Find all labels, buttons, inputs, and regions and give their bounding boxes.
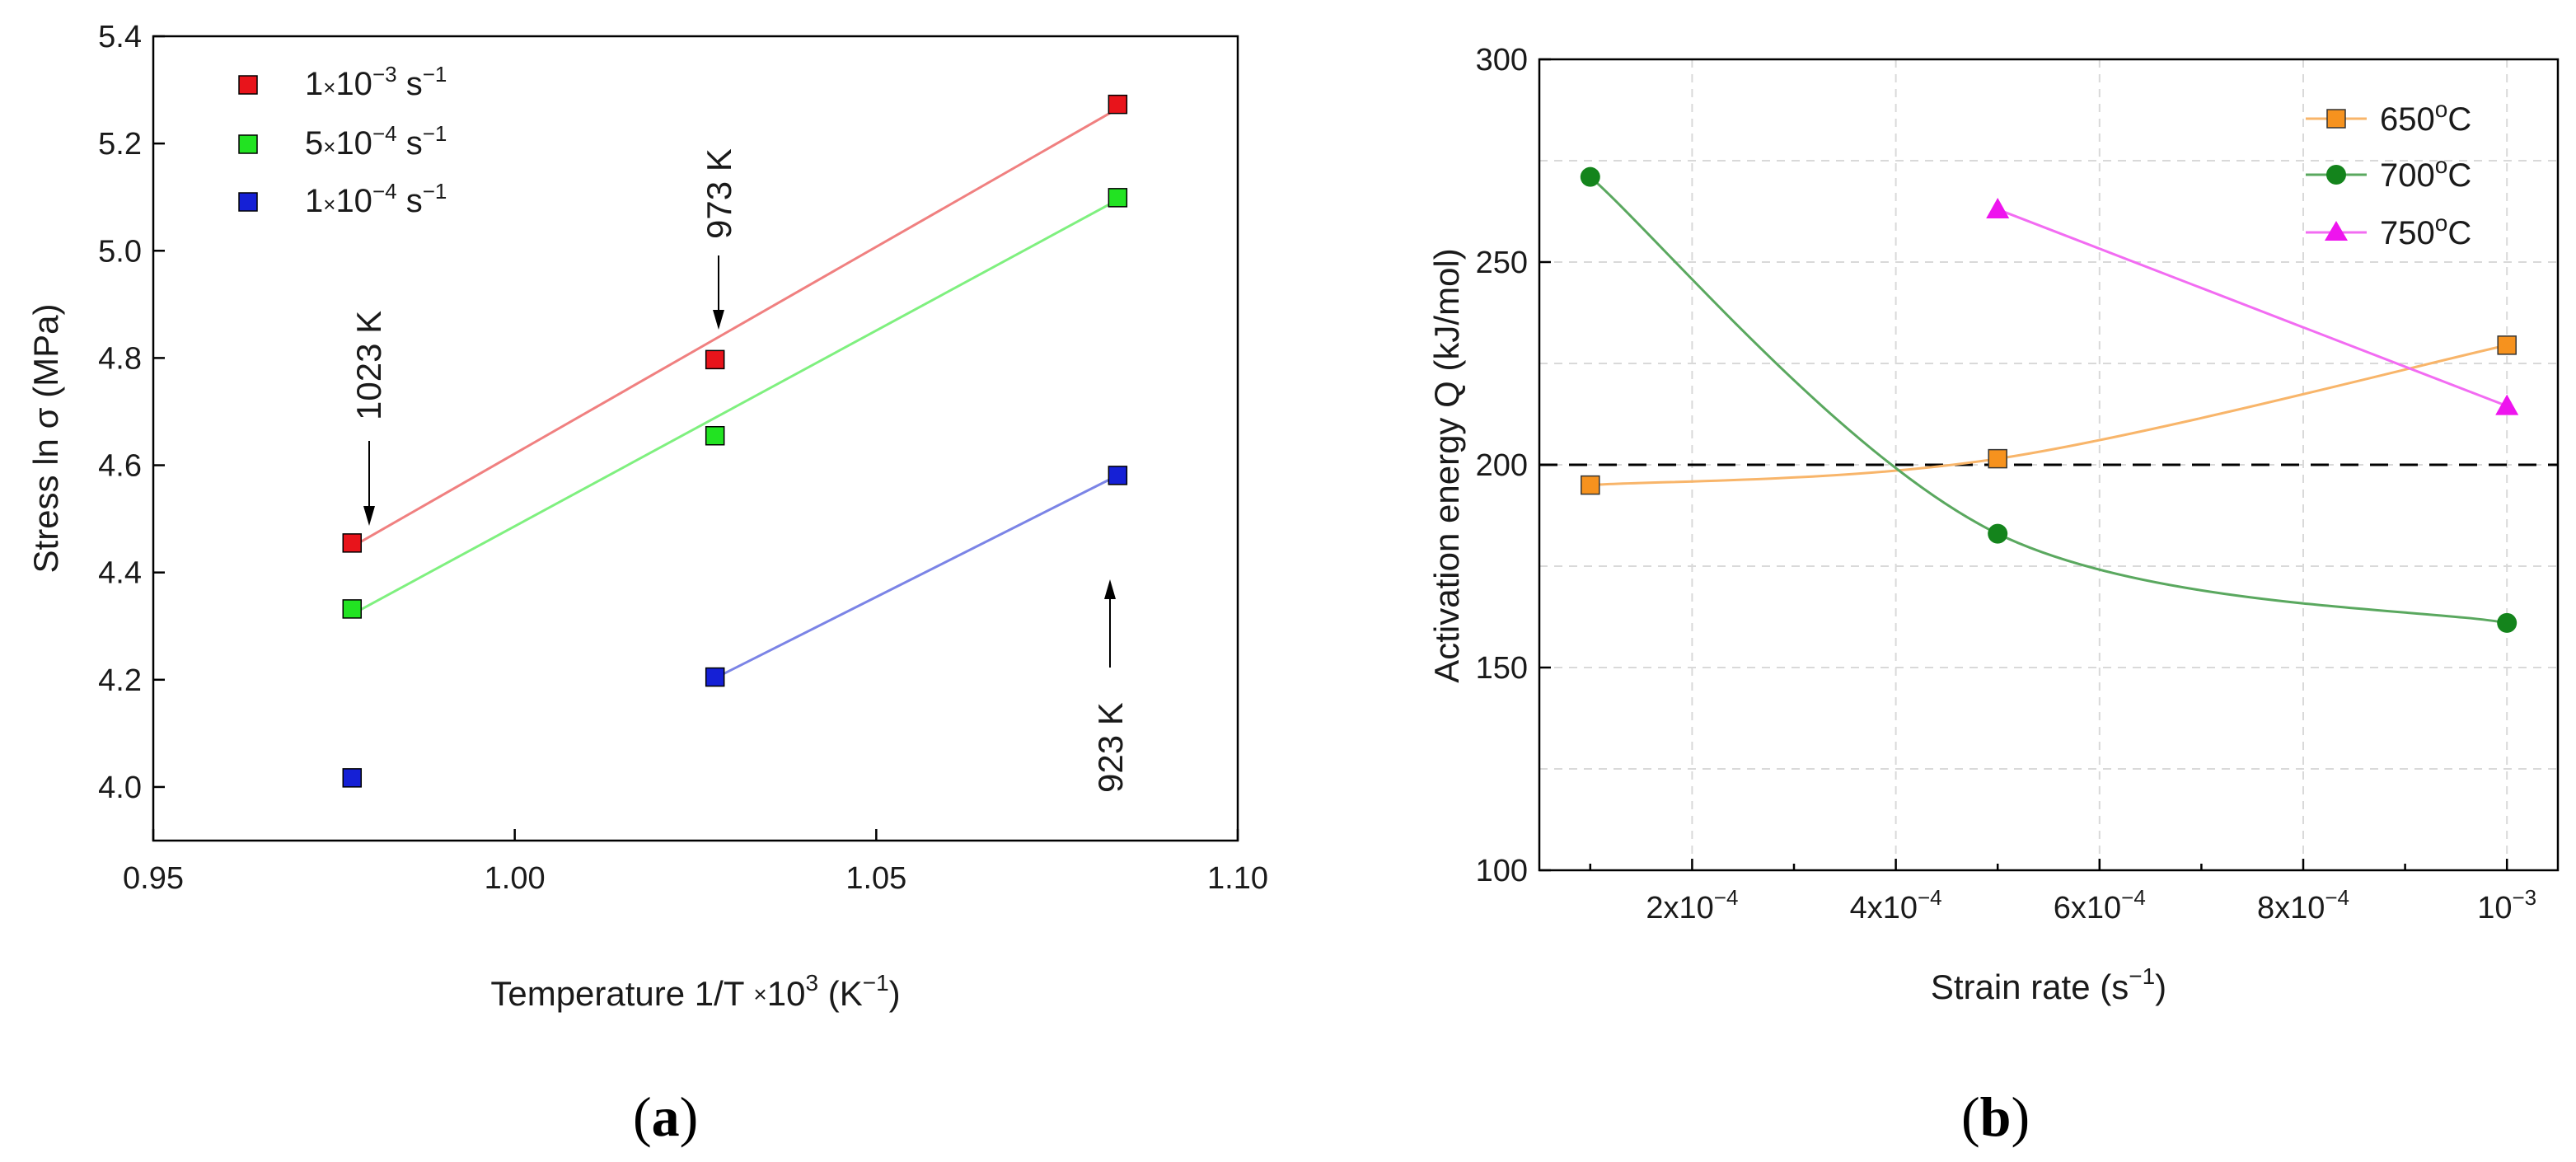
arrow-head-923K <box>1104 579 1116 599</box>
b-ytick-label: 100 <box>1476 854 1528 888</box>
b-xtick-label: 10−3 <box>2477 885 2536 925</box>
b-ytick-label: 300 <box>1476 43 1528 77</box>
panel-b-ticks: 2x10−4 4x10−4 6x10−4 8x10−4 10−3 100 150 200 250… <box>1476 43 2537 925</box>
b-ytick-label: 150 <box>1476 651 1528 686</box>
a-ytick-label: 4.8 <box>98 341 142 376</box>
a-point <box>1108 188 1128 208</box>
b-series-line <box>1997 208 2508 408</box>
legend-label-750C: 750oC <box>2380 210 2471 251</box>
panel-a-series <box>342 94 1128 788</box>
panel-b-label: (b) <box>1961 1085 2030 1148</box>
a-xtick-label: 1.10 <box>1207 861 1268 896</box>
a-point <box>1108 466 1128 485</box>
panel-b-grid <box>1539 59 2558 870</box>
panel-a-label: (a) <box>633 1085 698 1148</box>
panel-a: 0.95 1.00 1.05 1.10 4.0 4.2 4.4 4.6 4.8 5.0 5.2 5.4… <box>26 20 1268 1148</box>
b-xtick-label: 2x10−4 <box>1646 885 1738 925</box>
annotation-1023K: 1023 K <box>349 311 388 420</box>
legend-label-1e-3: 1×10−3 s−1 <box>305 62 447 102</box>
a-fit-line <box>714 474 1119 680</box>
legend-marker-700C <box>2326 165 2346 185</box>
a-xtick-label: 1.05 <box>845 861 906 896</box>
b-point-700C <box>1580 166 1600 187</box>
a-point <box>705 349 725 370</box>
a-point <box>342 533 363 553</box>
a-ytick-label: 4.0 <box>98 771 142 805</box>
legend-label-700C: 700oC <box>2380 152 2471 194</box>
b-point-700C <box>1988 523 2008 544</box>
b-series-line <box>1589 176 2508 625</box>
a-fit-line <box>351 107 1119 548</box>
b-ytick-label: 250 <box>1476 246 1528 280</box>
panel-b-xlabel: Strain rate (s−1) <box>1931 963 2166 1006</box>
a-xtick-label: 0.95 <box>123 861 184 896</box>
legend-marker-650C <box>2326 109 2346 129</box>
a-point <box>705 425 725 446</box>
b-point-650C <box>2497 335 2517 355</box>
legend-marker-1e-4 <box>238 192 258 212</box>
b-xtick-label: 6x10−4 <box>2054 885 2146 925</box>
a-fit-line <box>351 199 1119 616</box>
arrow-head-1023K <box>363 506 375 526</box>
annotation-973K: 973 K <box>700 148 738 239</box>
b-point-700C <box>2497 612 2517 633</box>
arrow-head-973K <box>713 310 724 330</box>
legend-label-5e-4: 5×10−4 s−1 <box>305 121 447 162</box>
legend-marker-5e-4 <box>238 134 258 154</box>
a-ytick-label: 4.4 <box>98 556 142 591</box>
a-xtick-label: 1.00 <box>485 861 546 896</box>
b-point-650C <box>1581 475 1600 495</box>
annotation-923K: 923 K <box>1091 702 1130 793</box>
legend-label-650C: 650oC <box>2380 96 2471 138</box>
a-ytick-label: 5.2 <box>98 127 142 162</box>
b-xtick-label: 4x10−4 <box>1850 885 1942 925</box>
b-point-750C <box>2495 394 2519 415</box>
legend-marker-1e-3 <box>238 75 258 95</box>
a-point <box>1108 94 1128 115</box>
panel-a-ticks: 0.95 1.00 1.05 1.10 4.0 4.2 4.4 4.6 4.8 5.0 5.2 5.4 <box>98 20 1268 896</box>
b-point-750C <box>1986 198 2010 219</box>
panel-b-ylabel: Activation energy Q (kJ/mol) <box>1427 248 1466 683</box>
a-ytick-label: 4.6 <box>98 449 142 484</box>
panel-a-frame <box>152 35 1239 842</box>
a-point <box>705 667 725 687</box>
panel-a-xlabel: Temperature 1/T ×103 (K−1) <box>490 970 900 1013</box>
b-ytick-label: 200 <box>1476 448 1528 483</box>
panel-b-legend: 650oC 700oC 750oC <box>2306 96 2471 251</box>
a-ytick-label: 5.0 <box>98 234 142 269</box>
a-point <box>342 768 363 788</box>
legend-marker-750C <box>2325 221 2348 241</box>
legend-label-1e-4: 1×10−4 s−1 <box>305 179 447 219</box>
a-ytick-label: 5.4 <box>98 20 142 54</box>
b-xtick-label: 8x10−4 <box>2257 885 2349 925</box>
a-ytick-label: 4.2 <box>98 663 142 698</box>
panel-b: 2x10−4 4x10−4 6x10−4 8x10−4 10−3 100 150 200 250… <box>1427 43 2560 1148</box>
b-point-650C <box>1988 448 2007 469</box>
panel-b-series <box>1580 166 2519 633</box>
a-point <box>342 599 363 619</box>
panel-a-ylabel: Stress ln σ (MPa) <box>26 304 65 574</box>
panel-a-legend: 1×10−3 s−1 5×10−4 s−1 1×10−4 s−1 <box>238 62 447 219</box>
